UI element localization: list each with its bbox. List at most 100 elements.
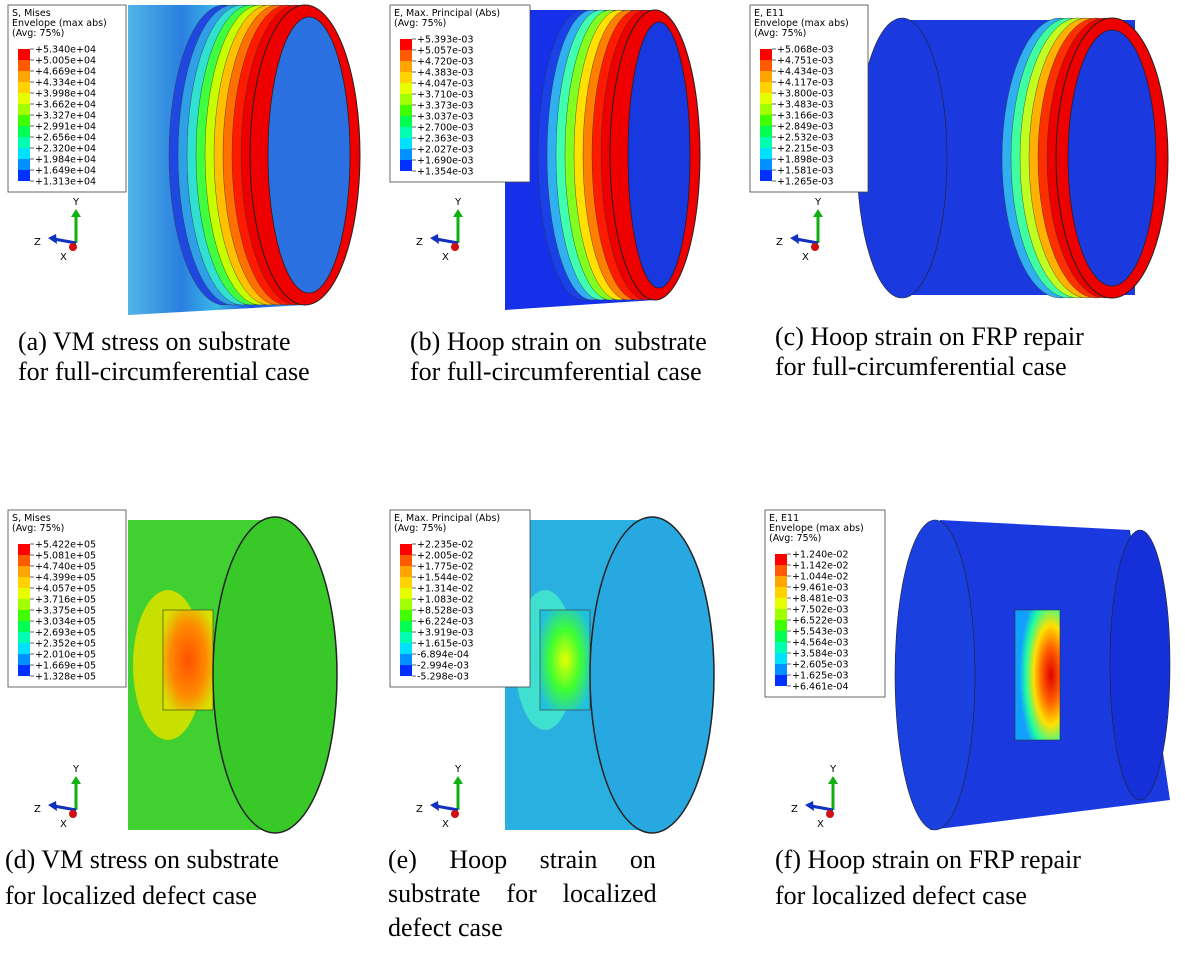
legend-swatch <box>775 642 787 653</box>
legend-swatch <box>400 643 412 654</box>
axis-z-head <box>430 801 439 811</box>
legend-label: +1.690e-03 <box>417 156 474 167</box>
legend-swatch <box>760 137 772 148</box>
legend-swatch <box>400 544 412 555</box>
legend-swatch <box>400 621 412 632</box>
legend-swatch <box>760 126 772 137</box>
legend-swatch <box>18 632 30 643</box>
legend-title: (Avg: 75%) <box>12 523 64 534</box>
legend-label: +3.483e-03 <box>777 100 834 111</box>
legend-swatch <box>400 105 412 116</box>
legend-label: +4.047e-03 <box>417 79 474 90</box>
legend-label: +3.710e-03 <box>417 90 474 101</box>
legend-swatch <box>400 555 412 566</box>
legend-label: +2.656e+04 <box>35 133 96 144</box>
legend-label: +3.716e+05 <box>35 595 96 606</box>
legend-label: +3.375e+05 <box>35 606 96 617</box>
legend-swatch <box>775 554 787 565</box>
legend-swatch <box>775 576 787 587</box>
legend-label: +5.005e+04 <box>35 56 96 67</box>
legend-label: -2.994e-03 <box>417 661 469 672</box>
legend-label: +4.334e+04 <box>35 78 96 89</box>
legend-swatch <box>400 566 412 577</box>
axis-x <box>826 810 834 818</box>
repair-patch <box>163 610 213 710</box>
caption-line: (b) Hoop strain on substrate <box>410 327 707 356</box>
axis-label-x: X <box>442 819 449 830</box>
legend-swatch <box>400 160 412 171</box>
axis-label-y: Y <box>814 197 822 208</box>
axis-z <box>436 239 458 243</box>
axis-z-head <box>790 234 799 244</box>
legend-swatch <box>400 83 412 94</box>
legend-swatch <box>18 599 30 610</box>
legend-label: +1.142e-02 <box>792 561 849 572</box>
axis-y-head <box>71 209 81 217</box>
caption-line: (c) Hoop strain on FRP repair <box>775 322 1084 351</box>
axis-z <box>54 239 76 243</box>
cylinder-rim <box>213 517 337 833</box>
legend-label: +2.849e-03 <box>777 122 834 133</box>
legend-label: +2.532e-03 <box>777 133 834 144</box>
legend-swatch <box>400 610 412 621</box>
legend-swatch <box>400 72 412 83</box>
legend-swatch <box>760 115 772 126</box>
axis-x <box>451 810 459 818</box>
legend-label: +1.649e+04 <box>35 166 96 177</box>
legend-label: +3.919e-03 <box>417 628 474 639</box>
legend-label: +4.669e+04 <box>35 67 96 78</box>
caption-line: for localized defect case <box>5 881 257 910</box>
legend-label: +8.528e-03 <box>417 606 474 617</box>
legend-label: -5.298e-03 <box>417 672 469 683</box>
legend-label: +3.998e+04 <box>35 89 96 100</box>
legend-swatch <box>775 653 787 664</box>
legend-swatch <box>760 170 772 181</box>
legend-label: +2.352e+05 <box>35 639 96 650</box>
legend-title: (Avg: 75%) <box>12 28 64 39</box>
axis-x <box>811 243 819 251</box>
caption-line: for full-circumferential case <box>18 357 310 386</box>
caption-line: for full-circumferential case <box>410 357 702 386</box>
axis-label-y: Y <box>454 197 462 208</box>
legend-swatch <box>775 587 787 598</box>
axis-x <box>69 810 77 818</box>
legend-label: +6.224e-03 <box>417 617 474 628</box>
legend-label: +4.399e+05 <box>35 573 96 584</box>
legend-swatch <box>400 665 412 676</box>
axis-label-y: Y <box>72 764 80 775</box>
axis-z <box>436 806 458 810</box>
legend-label: +3.034e+05 <box>35 617 96 628</box>
legend-swatch <box>18 577 30 588</box>
legend-swatch <box>400 577 412 588</box>
cylinder-left <box>895 520 975 830</box>
legend-label: +8.481e-03 <box>792 594 849 605</box>
axis-label-z: Z <box>416 804 423 815</box>
legend-swatch <box>18 621 30 632</box>
axis-y-head <box>453 776 463 784</box>
axis-z <box>54 806 76 810</box>
legend-label: +1.544e-02 <box>417 573 474 584</box>
repair-patch <box>540 610 590 710</box>
legend-swatch <box>18 115 30 126</box>
legend-swatch <box>18 588 30 599</box>
axis-z-head <box>48 801 57 811</box>
caption-line: for localized defect case <box>775 881 1027 910</box>
legend-swatch <box>775 565 787 576</box>
legend-swatch <box>18 137 30 148</box>
legend-swatch <box>18 126 30 137</box>
axis-y-head <box>813 209 823 217</box>
cylinder-inside <box>1068 30 1156 286</box>
legend-label: +1.775e-02 <box>417 562 474 573</box>
legend-label: +1.314e-02 <box>417 584 474 595</box>
axis-z <box>811 806 833 810</box>
legend-label: +4.751e-03 <box>777 56 834 67</box>
legend-label: -6.894e-04 <box>417 650 469 661</box>
legend-label: +2.027e-03 <box>417 145 474 156</box>
legend-swatch <box>18 665 30 676</box>
legend-label: +5.393e-03 <box>417 35 474 46</box>
axis-x <box>451 243 459 251</box>
legend-label: +1.083e-02 <box>417 595 474 606</box>
cylinder-inside <box>268 17 350 293</box>
